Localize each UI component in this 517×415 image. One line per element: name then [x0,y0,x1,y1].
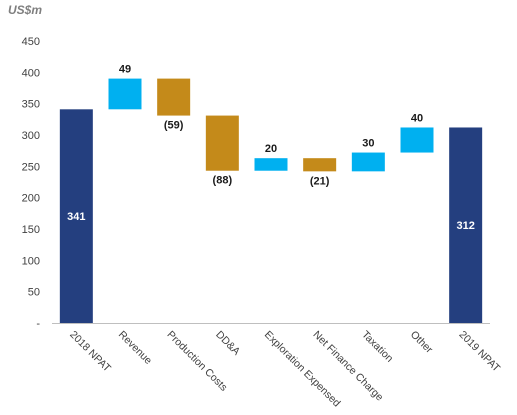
bar-taxation [351,152,385,172]
bars-group [59,78,483,323]
x-tick-label: Other [408,329,435,356]
value-label: (88) [213,175,233,187]
y-tick-label: 150 [22,224,40,236]
unit-label: US$m [8,3,42,17]
x-tick-label: 2018 NPAT [67,329,113,375]
y-tick-label: 200 [22,193,40,205]
x-tick-label: Revenue [116,329,154,367]
y-tick-label: 100 [22,255,40,267]
value-label: 20 [265,143,277,155]
bar-dd-a [205,115,239,171]
value-label: (59) [164,120,184,132]
value-label: 312 [456,220,474,232]
y-axis: - 50 100 150 200 250 300 350 400 450 [22,36,41,330]
x-tick-label: Taxation [359,329,395,365]
value-label: 40 [411,112,423,124]
x-tick-label: DD&A [213,329,242,358]
value-label: 49 [119,64,131,76]
bar-2019-npat [449,127,483,323]
y-tick-label: 50 [28,287,40,299]
value-label: 341 [67,211,85,223]
value-label: (21) [310,175,330,187]
bar-exploration-expensed [254,158,288,171]
bar-other [400,127,434,153]
y-tick-label: 350 [22,99,40,111]
value-label: 30 [362,138,374,150]
y-tick-label: 400 [22,67,40,79]
y-tick-label: 250 [22,161,40,173]
x-tick-label: 2019 NPAT [457,329,503,375]
value-labels-group: 341 49 (59) (88) 20 (21) 30 40 312 [67,64,475,233]
y-tick-label: 450 [22,36,40,48]
bar-revenue [108,78,142,110]
bar-net-finance-charge [303,158,337,172]
bar-production-costs [157,78,191,116]
y-tick-label: - [36,318,40,330]
bar-2018-npat [59,109,93,323]
y-tick-label: 300 [22,130,40,142]
